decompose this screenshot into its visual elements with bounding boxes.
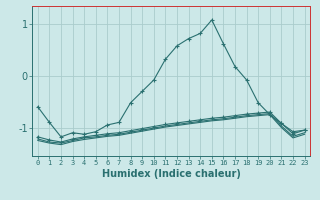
X-axis label: Humidex (Indice chaleur): Humidex (Indice chaleur) xyxy=(102,169,241,179)
